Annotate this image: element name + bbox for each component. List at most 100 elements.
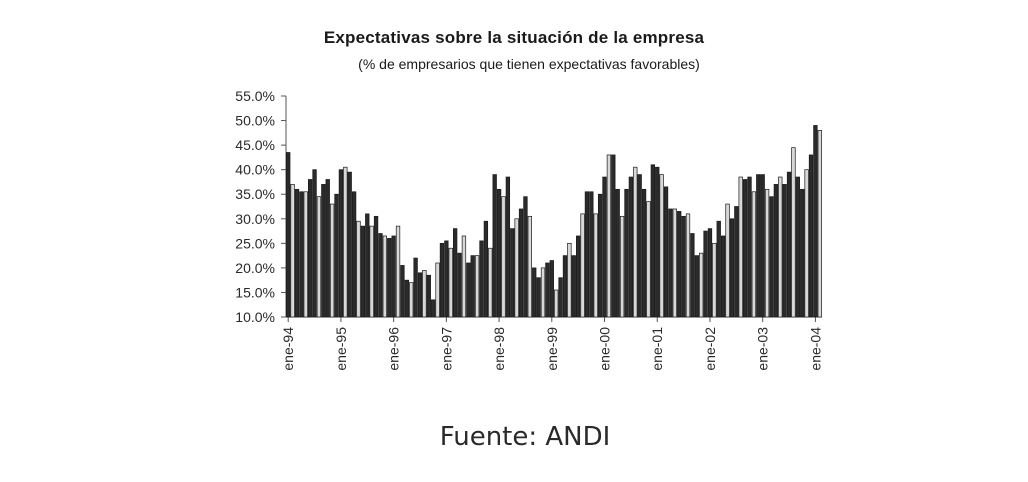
bar <box>584 191 590 318</box>
bar <box>782 184 787 318</box>
chart-subtitle: (% de empresarios que tienen expectativa… <box>358 56 700 72</box>
bar <box>725 203 730 318</box>
bar <box>619 215 625 318</box>
x-tick-label: ene-95 <box>333 327 349 371</box>
bar <box>694 255 699 318</box>
x-tick-label: ene-04 <box>807 327 823 371</box>
bar <box>457 252 462 318</box>
bar <box>395 225 401 318</box>
bar <box>391 235 396 318</box>
bar <box>554 289 559 318</box>
y-axis: 10.0% 15.0% 20.0% 25.0% 30.0% 35.0% 40.0% 45.0%… <box>235 88 287 325</box>
bar <box>699 252 704 318</box>
bar <box>431 299 436 318</box>
bar <box>527 215 532 318</box>
bar <box>347 171 352 318</box>
bar <box>769 196 774 318</box>
bar <box>786 171 792 318</box>
bar <box>742 179 748 318</box>
bar <box>602 176 607 318</box>
bar <box>360 225 366 318</box>
bar <box>690 233 695 318</box>
bar <box>518 208 524 318</box>
bar <box>681 215 686 318</box>
y-tick-label: 35.0% <box>235 186 275 202</box>
x-tick-label: ene-99 <box>544 327 560 371</box>
bar <box>707 228 713 318</box>
bar <box>795 176 800 318</box>
bars <box>286 125 822 318</box>
bar <box>343 166 348 318</box>
bar <box>378 233 383 318</box>
bar <box>668 208 673 318</box>
x-tick-label: ene-03 <box>755 327 771 371</box>
bar <box>439 242 445 318</box>
bar <box>756 174 761 318</box>
bar <box>576 235 581 318</box>
bar <box>435 262 440 318</box>
bar-chart: 10.0% 15.0% 20.0% 25.0% 30.0% 35.0% 40.0% 45.0%… <box>235 88 823 371</box>
bar <box>356 220 361 318</box>
bar <box>409 282 414 318</box>
y-tick-label: 50.0% <box>235 113 275 129</box>
bar <box>365 213 370 318</box>
bar <box>677 211 682 318</box>
bar <box>453 228 458 318</box>
y-tick-label: 55.0% <box>235 88 275 104</box>
bar <box>659 174 664 318</box>
bar <box>448 247 453 318</box>
bar <box>672 208 677 318</box>
bar <box>461 235 467 318</box>
bar <box>479 240 484 318</box>
bar <box>751 191 757 318</box>
bar <box>492 174 497 318</box>
bar <box>549 260 554 318</box>
bar <box>650 164 655 318</box>
bar <box>514 218 519 318</box>
bar <box>637 174 642 318</box>
bar <box>369 225 374 318</box>
bar <box>615 188 620 318</box>
bar <box>444 240 449 318</box>
bar <box>488 247 493 318</box>
bar <box>505 176 511 318</box>
bar <box>778 176 783 318</box>
y-tick-label: 25.0% <box>235 235 275 251</box>
bar <box>501 196 506 318</box>
bar <box>413 257 418 318</box>
bar <box>734 206 739 318</box>
x-tick-label: ene-02 <box>702 327 718 371</box>
bar <box>286 152 291 318</box>
x-tick-label: ene-00 <box>597 327 613 371</box>
bar <box>308 179 313 318</box>
bar <box>703 230 708 318</box>
y-tick-label: 45.0% <box>235 137 275 153</box>
bar <box>510 228 515 318</box>
bar <box>606 154 612 318</box>
bar <box>804 169 809 318</box>
bar <box>483 220 489 318</box>
bar <box>720 235 726 318</box>
x-tick-label: ene-97 <box>438 327 454 371</box>
bar <box>532 267 537 318</box>
bar <box>773 184 779 318</box>
bar <box>791 147 796 318</box>
bar <box>813 125 818 318</box>
bar <box>729 218 735 318</box>
bar <box>685 213 691 318</box>
bar <box>760 174 765 318</box>
bar <box>624 188 629 318</box>
x-tick-label: ene-96 <box>386 327 402 371</box>
bar <box>417 272 423 318</box>
bar <box>540 267 546 318</box>
bar <box>593 213 598 318</box>
bar <box>738 176 743 318</box>
bar <box>571 255 576 318</box>
bar <box>580 213 585 318</box>
source-label: Fuente: ANDI <box>439 422 611 452</box>
chart-title: Expectativas sobre la situación de la em… <box>323 28 705 47</box>
bar <box>373 215 379 318</box>
x-tick-label: ene-01 <box>649 327 665 371</box>
bar <box>321 184 326 318</box>
bar <box>800 188 805 318</box>
